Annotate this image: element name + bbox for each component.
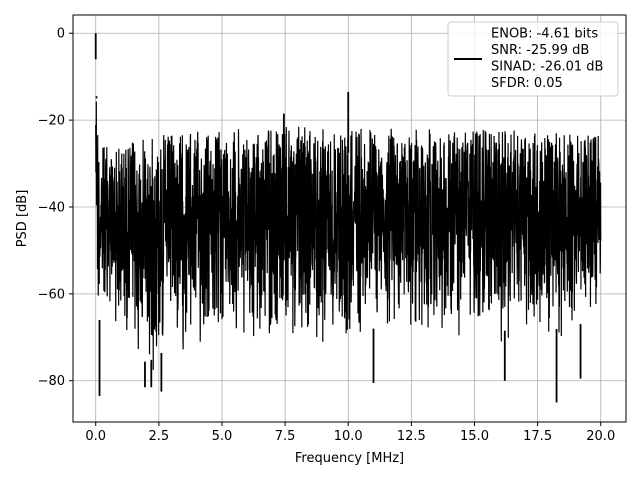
x-tick-label: 12.5 (397, 429, 426, 444)
legend-line-enob: ENOB: -4.61 bits (491, 27, 598, 42)
x-tick-label: 0.0 (85, 429, 106, 444)
x-tick-label: 15.0 (460, 429, 489, 444)
legend-line-sinad: SINAD: -26.01 dB (491, 60, 603, 75)
legend-box (447, 21, 619, 97)
x-tick-label: 10.0 (334, 429, 363, 444)
psd-trace (95, 101, 602, 370)
y-tick-label: −80 (38, 374, 65, 389)
y-tick-label: −20 (38, 114, 65, 129)
legend: ENOB: -4.61 bits SNR: -25.99 dB SINAD: -… (447, 21, 619, 97)
legend-line-snr: SNR: -25.99 dB (491, 43, 589, 58)
legend-line-sfdr: SFDR: 0.05 (491, 76, 563, 91)
y-tick-label: 0 (57, 27, 65, 42)
psd-series (94, 33, 602, 403)
y-tick-label: −60 (38, 287, 65, 302)
x-tick-label: 5.0 (212, 429, 233, 444)
x-axis-ticks: 0.0 2.5 5.0 7.5 10.0 12.5 15.0 17.5 20.0 (85, 422, 615, 444)
x-tick-label: 2.5 (149, 429, 170, 444)
plot-frame (72, 14, 627, 423)
x-axis-label: Frequency [MHz] (295, 451, 404, 466)
y-axis-ticks: 0 −20 −40 −60 −80 (38, 27, 73, 389)
x-tick-label: 17.5 (523, 429, 552, 444)
x-tick-label: 7.5 (275, 429, 296, 444)
y-axis-label: PSD [dB] (15, 190, 30, 248)
x-tick-label: 20.0 (586, 429, 615, 444)
y-tick-label: −40 (38, 200, 65, 215)
